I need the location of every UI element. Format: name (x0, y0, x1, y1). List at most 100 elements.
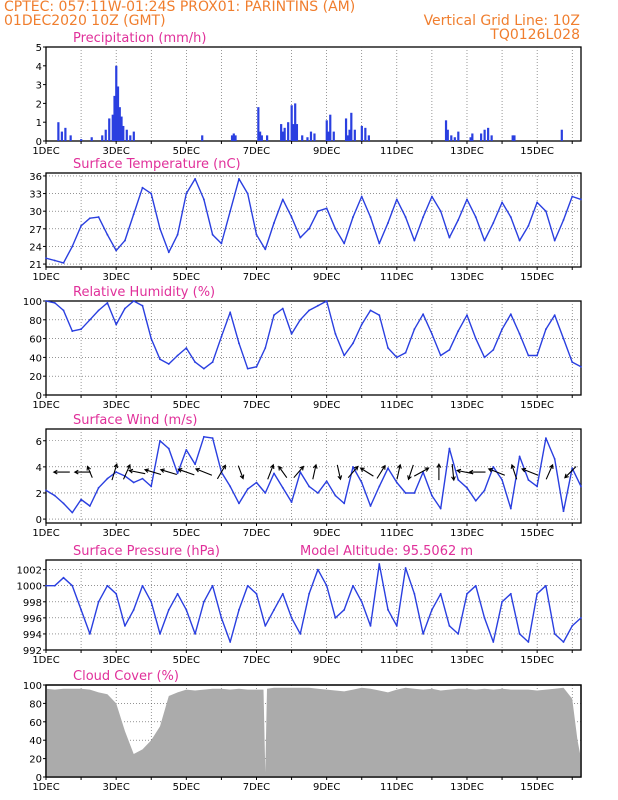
wind-arrow (177, 468, 195, 476)
x-tick-label: 7DEC (243, 272, 270, 283)
x-tick-label: 1DEC (32, 400, 59, 411)
data-point (536, 354, 539, 357)
data-point (246, 488, 249, 490)
data-point (167, 251, 170, 254)
data-point (115, 249, 118, 252)
data-point (334, 494, 337, 497)
wind-arrow (278, 465, 288, 479)
data-point (562, 641, 565, 643)
wind-arrow (237, 465, 245, 480)
y-tick-label: 20 (29, 755, 42, 766)
data-point (474, 584, 477, 587)
panel-5: 0 20 40 60 80 100 1DEC 3DEC 5DEC 7DEC 9DEC 11DEC 13D… (23, 669, 582, 793)
data-point (281, 486, 284, 489)
data-point (527, 641, 530, 643)
data-point (106, 301, 109, 304)
data-point (45, 584, 47, 587)
data-point (431, 494, 433, 497)
data-point (457, 219, 460, 221)
wind-arrow (436, 462, 442, 481)
data-point (202, 367, 205, 370)
precip-bar (450, 135, 453, 141)
data-point (176, 354, 179, 357)
data-point (518, 239, 521, 242)
data-point (97, 309, 100, 312)
data-point (483, 239, 486, 242)
precip-bar (280, 124, 283, 141)
data-point (106, 233, 109, 236)
x-tick-label: 9DEC (313, 528, 340, 539)
data-point (229, 641, 232, 643)
data-point (229, 210, 232, 213)
data-point (132, 481, 135, 484)
data-point (545, 328, 547, 331)
y-tick-label: 60 (29, 718, 42, 729)
data-point (264, 347, 267, 349)
precip-bar (295, 124, 299, 141)
data-point (246, 584, 249, 587)
panel-2: 0 20 40 60 80 100 1DEC 3DEC 5DEC 7DEC 9DEC 11DEC 13D… (23, 285, 582, 411)
precip-bar (290, 105, 293, 141)
x-tick-label: 11DEC (380, 782, 414, 793)
data-point (264, 492, 267, 494)
data-point (62, 502, 65, 505)
x-tick-label: 15DEC (520, 146, 554, 157)
x-tick-label: 9DEC (313, 655, 340, 666)
y-tick-label: 996 (23, 614, 42, 625)
wind-arrow (396, 463, 402, 480)
y-tick-label: 2 (36, 99, 42, 110)
precip-bar (344, 118, 348, 141)
panel-title: Cloud Cover (%) (73, 669, 179, 684)
data-point (290, 501, 293, 504)
data-point (88, 217, 91, 220)
data-point (80, 224, 82, 227)
data-point (194, 463, 196, 466)
y-tick-label: 33 (29, 190, 42, 201)
data-point (360, 481, 363, 484)
data-point (536, 592, 539, 595)
x-tick-label: 13DEC (450, 146, 484, 157)
data-point (334, 616, 337, 619)
data-point (167, 608, 170, 611)
precip-bar (327, 131, 330, 141)
data-point (483, 356, 486, 359)
data-point (141, 477, 144, 480)
precip-bar (487, 127, 490, 141)
data-point (115, 471, 118, 473)
precip-bar (266, 135, 269, 141)
y-tick-label: 40 (29, 736, 42, 747)
data-point (80, 498, 82, 501)
precip-bar (490, 135, 493, 141)
data-point (97, 486, 100, 489)
data-point (159, 358, 161, 361)
y-tick-label: 24 (29, 242, 42, 253)
data-point (562, 337, 565, 340)
data-point (422, 633, 425, 635)
data-point (71, 511, 74, 514)
y-tick-label: 100 (23, 297, 42, 308)
precip-bar (294, 103, 297, 141)
y-tick-label: 36 (29, 172, 42, 183)
panel-4: 992 994 996 998 1000 1002 1DEC 3DEC 5DEC 7DEC 9DEC… (17, 544, 582, 666)
data-point (352, 216, 354, 218)
data-point (369, 216, 372, 218)
precip-bar (329, 114, 332, 141)
wind-arrow (159, 468, 177, 476)
precip-bar (313, 133, 316, 141)
header-code: TQ0126L028 (490, 27, 580, 43)
x-tick-label: 3DEC (102, 400, 129, 411)
data-point (106, 477, 109, 480)
wind-arrow (468, 469, 486, 475)
precip-bar (446, 129, 449, 141)
precip-bar (348, 129, 351, 141)
x-tick-label: 13DEC (450, 782, 484, 793)
series-line (46, 563, 582, 643)
data-point (527, 224, 530, 227)
data-point (194, 633, 196, 635)
y-tick-label: 4 (36, 463, 42, 474)
x-tick-label: 1DEC (32, 146, 59, 157)
data-point (334, 227, 337, 230)
data-point (483, 616, 486, 619)
panel-title: Relative Humidity (%) (73, 285, 215, 300)
wind-arrow (312, 463, 318, 480)
